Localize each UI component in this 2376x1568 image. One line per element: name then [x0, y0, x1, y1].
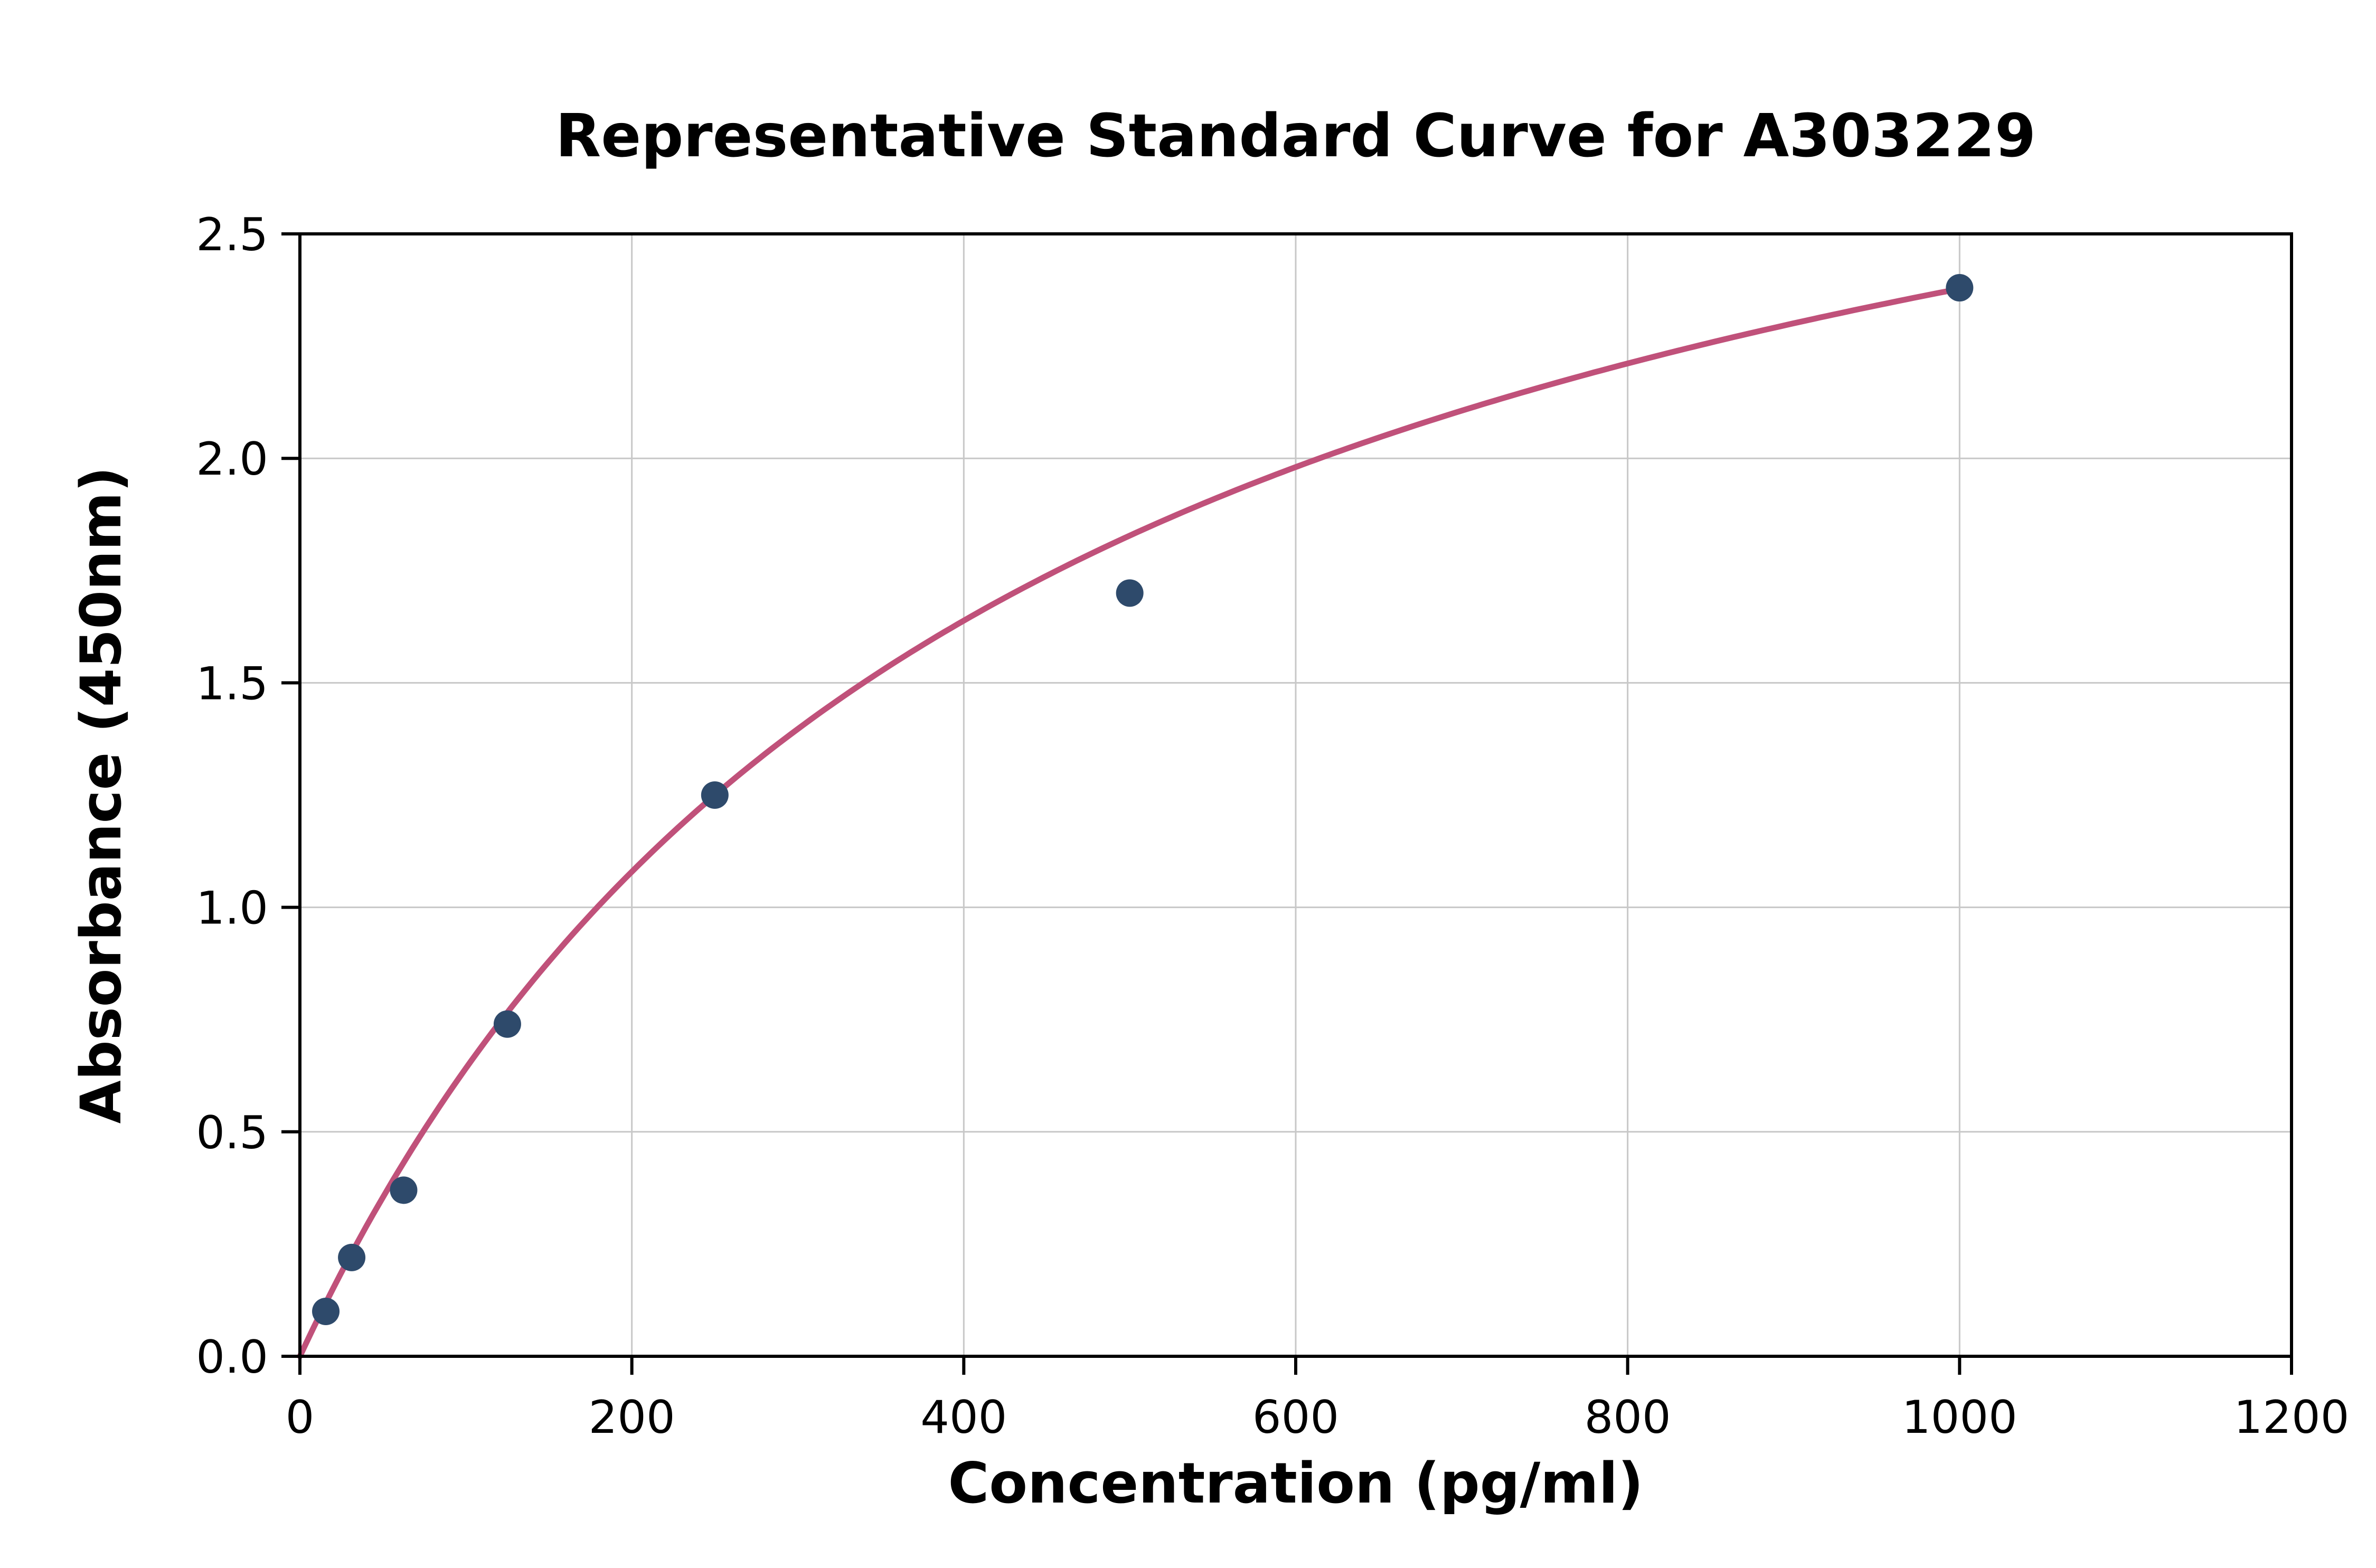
x-tick-label: 1200	[2234, 1391, 2350, 1444]
y-axis-label: Absorbance (450nm)	[69, 467, 134, 1124]
x-tick-label: 800	[1585, 1391, 1671, 1444]
data-points	[312, 274, 1974, 1325]
y-tick-label: 0.5	[196, 1107, 268, 1159]
x-tick-label: 200	[589, 1391, 675, 1444]
x-axis-label: Concentration (pg/ml)	[948, 1451, 1643, 1516]
y-tick-label: 1.0	[196, 882, 268, 935]
data-point	[1116, 579, 1144, 607]
data-point	[1946, 274, 1974, 302]
data-point	[493, 1010, 521, 1038]
chart-title: Representative Standard Curve for A30322…	[555, 102, 2036, 171]
fit-curve	[297, 286, 1963, 1359]
x-tick-label: 0	[286, 1391, 315, 1444]
x-tick-label: 600	[1252, 1391, 1339, 1444]
data-point	[390, 1176, 418, 1204]
grid-lines	[299, 233, 2293, 1357]
y-tick-label: 2.0	[196, 433, 268, 486]
data-point	[338, 1243, 366, 1271]
tick-marks-and-labels: 0 200 400 600 800 1000 1200 0.0 0.5 1.0 1.5 2.0 2.5	[196, 209, 2349, 1444]
y-tick-label: 1.5	[196, 657, 268, 710]
y-tick-label: 0.0	[196, 1331, 268, 1384]
x-tick-label: 400	[920, 1391, 1007, 1444]
y-tick-label: 2.5	[196, 209, 268, 261]
standard-curve-line	[297, 286, 1963, 1359]
data-point	[312, 1297, 340, 1325]
data-point	[701, 781, 729, 809]
x-tick-label: 1000	[1902, 1391, 2017, 1444]
